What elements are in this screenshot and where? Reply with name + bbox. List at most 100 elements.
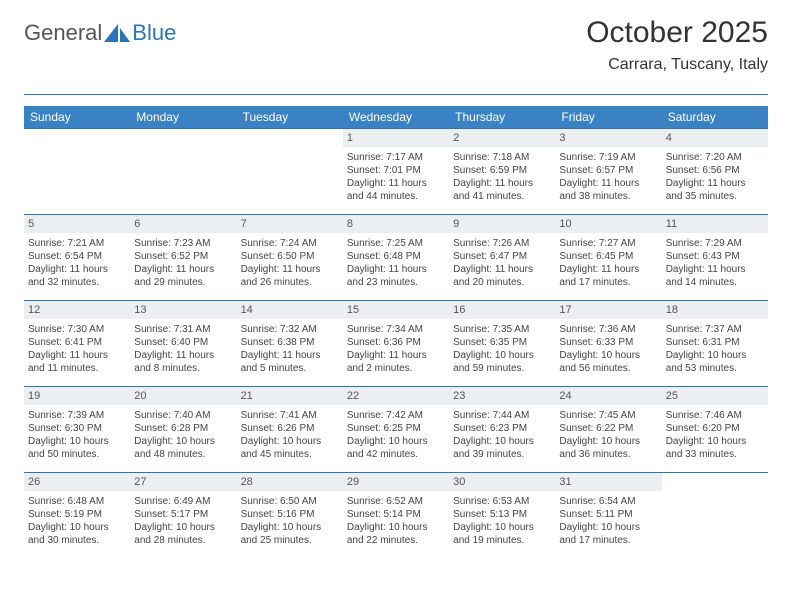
- title-block: October 2025 Carrara, Tuscany, Italy: [586, 16, 768, 74]
- sunset-line: Sunset: 5:11 PM: [559, 508, 657, 521]
- calendar-cell: 17Sunrise: 7:36 AMSunset: 6:33 PMDayligh…: [555, 300, 661, 386]
- sunrise-line: Sunrise: 7:19 AM: [559, 151, 657, 164]
- sunset-line: Sunset: 6:22 PM: [559, 422, 657, 435]
- day-number: 12: [24, 301, 130, 319]
- calendar-cell: [130, 128, 236, 214]
- daylight-line: Daylight: 10 hours and 53 minutes.: [666, 349, 764, 375]
- sunset-line: Sunset: 6:54 PM: [28, 250, 126, 263]
- sunset-line: Sunset: 6:43 PM: [666, 250, 764, 263]
- sunrise-line: Sunrise: 7:30 AM: [28, 323, 126, 336]
- sunset-line: Sunset: 6:38 PM: [241, 336, 339, 349]
- sunrise-line: Sunrise: 7:44 AM: [453, 409, 551, 422]
- sunrise-line: Sunrise: 6:54 AM: [559, 495, 657, 508]
- sunrise-line: Sunrise: 7:27 AM: [559, 237, 657, 250]
- sunrise-line: Sunrise: 6:49 AM: [134, 495, 232, 508]
- sunrise-line: Sunrise: 7:37 AM: [666, 323, 764, 336]
- dayheader-thursday: Thursday: [449, 106, 555, 128]
- daylight-line: Daylight: 10 hours and 19 minutes.: [453, 521, 551, 547]
- day-number: 19: [24, 387, 130, 405]
- sunrise-line: Sunrise: 7:32 AM: [241, 323, 339, 336]
- sunset-line: Sunset: 6:35 PM: [453, 336, 551, 349]
- sunrise-line: Sunrise: 7:18 AM: [453, 151, 551, 164]
- logo-word1: General: [24, 20, 102, 46]
- sunrise-line: Sunrise: 7:25 AM: [347, 237, 445, 250]
- calendar-cell: 22 Sunrise: 7:42 AMSunset: 6:25 PMDayligh…: [343, 386, 449, 472]
- sunrise-line: Sunrise: 7:21 AM: [28, 237, 126, 250]
- calendar-cell: 7Sunrise: 7:24 AMSunset: 6:50 PMDaylight…: [237, 214, 343, 300]
- day-number: 25: [662, 387, 768, 405]
- sunrise-line: Sunrise: 7:26 AM: [453, 237, 551, 250]
- sunset-line: Sunset: 6:50 PM: [241, 250, 339, 263]
- calendar-cell: 13Sunrise: 7:31 AMSunset: 6:40 PMDayligh…: [130, 300, 236, 386]
- dayheader-saturday: Saturday: [662, 106, 768, 128]
- daylight-line: Daylight: 10 hours and 42 minutes.: [347, 435, 445, 461]
- logo-sail-icon: [104, 24, 130, 42]
- daylight-line: Daylight: 10 hours and 48 minutes.: [134, 435, 232, 461]
- dayheader-tuesday: Tuesday: [237, 106, 343, 128]
- daylight-line: Daylight: 11 hours and 8 minutes.: [134, 349, 232, 375]
- day-number: 20: [130, 387, 236, 405]
- calendar-cell: [662, 472, 768, 558]
- sunset-line: Sunset: 6:26 PM: [241, 422, 339, 435]
- daylight-line: Daylight: 10 hours and 33 minutes.: [666, 435, 764, 461]
- sunrise-line: Sunrise: 7:20 AM: [666, 151, 764, 164]
- sunrise-line: Sunrise: 7:17 AM: [347, 151, 445, 164]
- calendar-cell: 10Sunrise: 7:27 AMSunset: 6:45 PMDayligh…: [555, 214, 661, 300]
- sunset-line: Sunset: 6:25 PM: [347, 422, 445, 435]
- sunset-line: Sunset: 5:17 PM: [134, 508, 232, 521]
- sunrise-line: Sunrise: 7:35 AM: [453, 323, 551, 336]
- day-number: 15: [343, 301, 449, 319]
- day-number: 28: [237, 473, 343, 491]
- daylight-line: Daylight: 11 hours and 20 minutes.: [453, 263, 551, 289]
- calendar-cell: 20Sunrise: 7:40 AMSunset: 6:28 PMDayligh…: [130, 386, 236, 472]
- day-number: 21: [237, 387, 343, 405]
- calendar-cell: 9Sunrise: 7:26 AMSunset: 6:47 PMDaylight…: [449, 214, 555, 300]
- day-number: 31: [555, 473, 661, 491]
- day-number: 3: [555, 129, 661, 147]
- sunset-line: Sunset: 6:20 PM: [666, 422, 764, 435]
- sunrise-line: Sunrise: 6:48 AM: [28, 495, 126, 508]
- daylight-line: Daylight: 10 hours and 28 minutes.: [134, 521, 232, 547]
- sunrise-line: Sunrise: 7:31 AM: [134, 323, 232, 336]
- calendar-cell: 5 Sunrise: 7:21 AMSunset: 6:54 PMDaylight…: [24, 214, 130, 300]
- sunset-line: Sunset: 6:33 PM: [559, 336, 657, 349]
- sunset-line: Sunset: 6:30 PM: [28, 422, 126, 435]
- daylight-line: Daylight: 11 hours and 44 minutes.: [347, 177, 445, 203]
- day-number: 24: [555, 387, 661, 405]
- calendar-cell: 28Sunrise: 6:50 AMSunset: 5:16 PMDayligh…: [237, 472, 343, 558]
- page-title: October 2025: [586, 16, 768, 50]
- sunrise-line: Sunrise: 7:36 AM: [559, 323, 657, 336]
- day-number: 16: [449, 301, 555, 319]
- calendar-cell: [24, 128, 130, 214]
- sunset-line: Sunset: 6:36 PM: [347, 336, 445, 349]
- daylight-line: Daylight: 10 hours and 36 minutes.: [559, 435, 657, 461]
- day-number: 22: [343, 387, 449, 405]
- day-number: 6: [130, 215, 236, 233]
- sunrise-line: Sunrise: 7:42 AM: [347, 409, 445, 422]
- sunrise-line: Sunrise: 7:45 AM: [559, 409, 657, 422]
- location-subtitle: Carrara, Tuscany, Italy: [586, 56, 768, 74]
- day-number: 9: [449, 215, 555, 233]
- sunrise-line: Sunrise: 7:29 AM: [666, 237, 764, 250]
- calendar-cell: 8Sunrise: 7:25 AMSunset: 6:48 PMDaylight…: [343, 214, 449, 300]
- sunset-line: Sunset: 6:45 PM: [559, 250, 657, 263]
- calendar-cell: 6Sunrise: 7:23 AMSunset: 6:52 PMDaylight…: [130, 214, 236, 300]
- calendar-cell: 29Sunrise: 6:52 AMSunset: 5:14 PMDayligh…: [343, 472, 449, 558]
- dayheader-friday: Friday: [555, 106, 661, 128]
- dayheader-wednesday: Wednesday: [343, 106, 449, 128]
- daylight-line: Daylight: 11 hours and 32 minutes.: [28, 263, 126, 289]
- day-number: 26: [24, 473, 130, 491]
- daylight-line: Daylight: 11 hours and 23 minutes.: [347, 263, 445, 289]
- sunrise-line: Sunrise: 6:53 AM: [453, 495, 551, 508]
- day-number: 18: [662, 301, 768, 319]
- calendar-cell: 21Sunrise: 7:41 AMSunset: 6:26 PMDayligh…: [237, 386, 343, 472]
- sunrise-line: Sunrise: 7:39 AM: [28, 409, 126, 422]
- sunset-line: Sunset: 5:16 PM: [241, 508, 339, 521]
- day-number: 23: [449, 387, 555, 405]
- day-number: 5: [24, 215, 130, 233]
- day-number: 7: [237, 215, 343, 233]
- calendar-cell: 26Sunrise: 6:48 AMSunset: 5:19 PMDayligh…: [24, 472, 130, 558]
- day-number: 29: [343, 473, 449, 491]
- calendar-cell: 25Sunrise: 7:46 AMSunset: 6:20 PMDayligh…: [662, 386, 768, 472]
- calendar-cell: 3Sunrise: 7:19 AMSunset: 6:57 PMDaylight…: [555, 128, 661, 214]
